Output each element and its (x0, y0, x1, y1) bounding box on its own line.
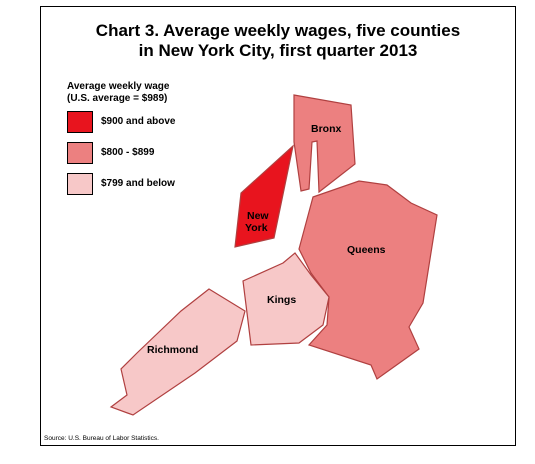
chart-title-line2: in New York City, first quarter 2013 (138, 41, 418, 60)
chart-title-line1: Chart 3. Average weekly wages, five coun… (95, 21, 461, 40)
county-bronx (293, 94, 356, 194)
county-queens (298, 180, 438, 380)
chart-frame: Chart 3. Average weekly wages, five coun… (40, 6, 516, 446)
county-label-new-york-1: New (247, 210, 269, 222)
legend-swatch-mid (67, 142, 93, 164)
map: Bronx New York Queens Kings Richmond (109, 94, 438, 416)
county-label-new-york-2: York (245, 222, 268, 234)
legend-label-mid: $800 - $899 (101, 147, 155, 158)
legend-title-line1: Average weekly wage (67, 81, 170, 92)
county-new-york (234, 144, 294, 248)
county-richmond (109, 288, 246, 416)
legend: Average weekly wage (U.S. average = $989… (67, 81, 237, 198)
county-label-queens: Queens (347, 244, 386, 256)
legend-item-mid: $800 - $899 (67, 142, 237, 167)
county-label-kings: Kings (267, 294, 296, 306)
legend-item-low: $799 and below (67, 173, 237, 198)
legend-item-high: $900 and above (67, 111, 237, 136)
chart-title: Chart 3. Average weekly wages, five coun… (41, 21, 515, 61)
source-note: Source: U.S. Bureau of Labor Statistics. (44, 435, 159, 442)
legend-swatch-high (67, 111, 93, 133)
legend-swatch-low (67, 173, 93, 195)
county-label-richmond: Richmond (147, 344, 198, 356)
county-label-bronx: Bronx (311, 123, 341, 135)
county-kings (242, 252, 330, 346)
legend-label-high: $900 and above (101, 116, 176, 127)
legend-label-low: $799 and below (101, 178, 175, 189)
legend-title-line2: (U.S. average = $989) (67, 93, 168, 104)
